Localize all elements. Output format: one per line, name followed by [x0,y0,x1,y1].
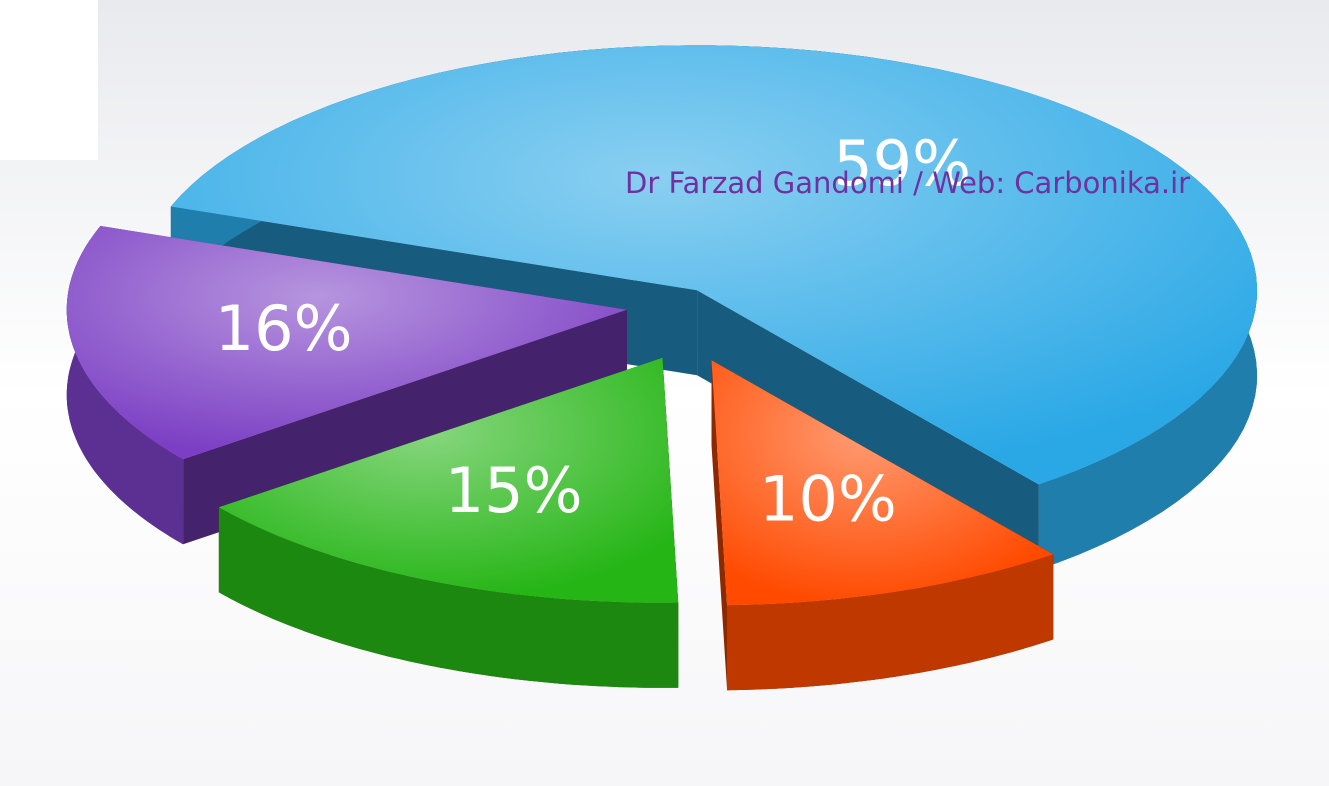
slice-shine [218,357,679,603]
slice-side [218,507,679,688]
logo-box [0,0,98,160]
pie: 59% 16% 15% 10% [66,45,1257,691]
slice: 10% [711,360,1054,691]
value-label: 10% [759,462,897,535]
annotation: Dr Farzad Gandomi / Web: Carbonika.ir [625,166,1190,200]
slice: 15% [218,357,679,688]
slice-side [727,554,1054,691]
slice-shine [711,360,1054,606]
value-label: 16% [215,292,353,365]
slice-side [170,45,1257,570]
slice-side [711,360,728,691]
slice-shine [170,45,1257,485]
slice-shine [66,226,627,460]
value-label: 59% [833,127,971,200]
value-label: 15% [445,454,583,527]
